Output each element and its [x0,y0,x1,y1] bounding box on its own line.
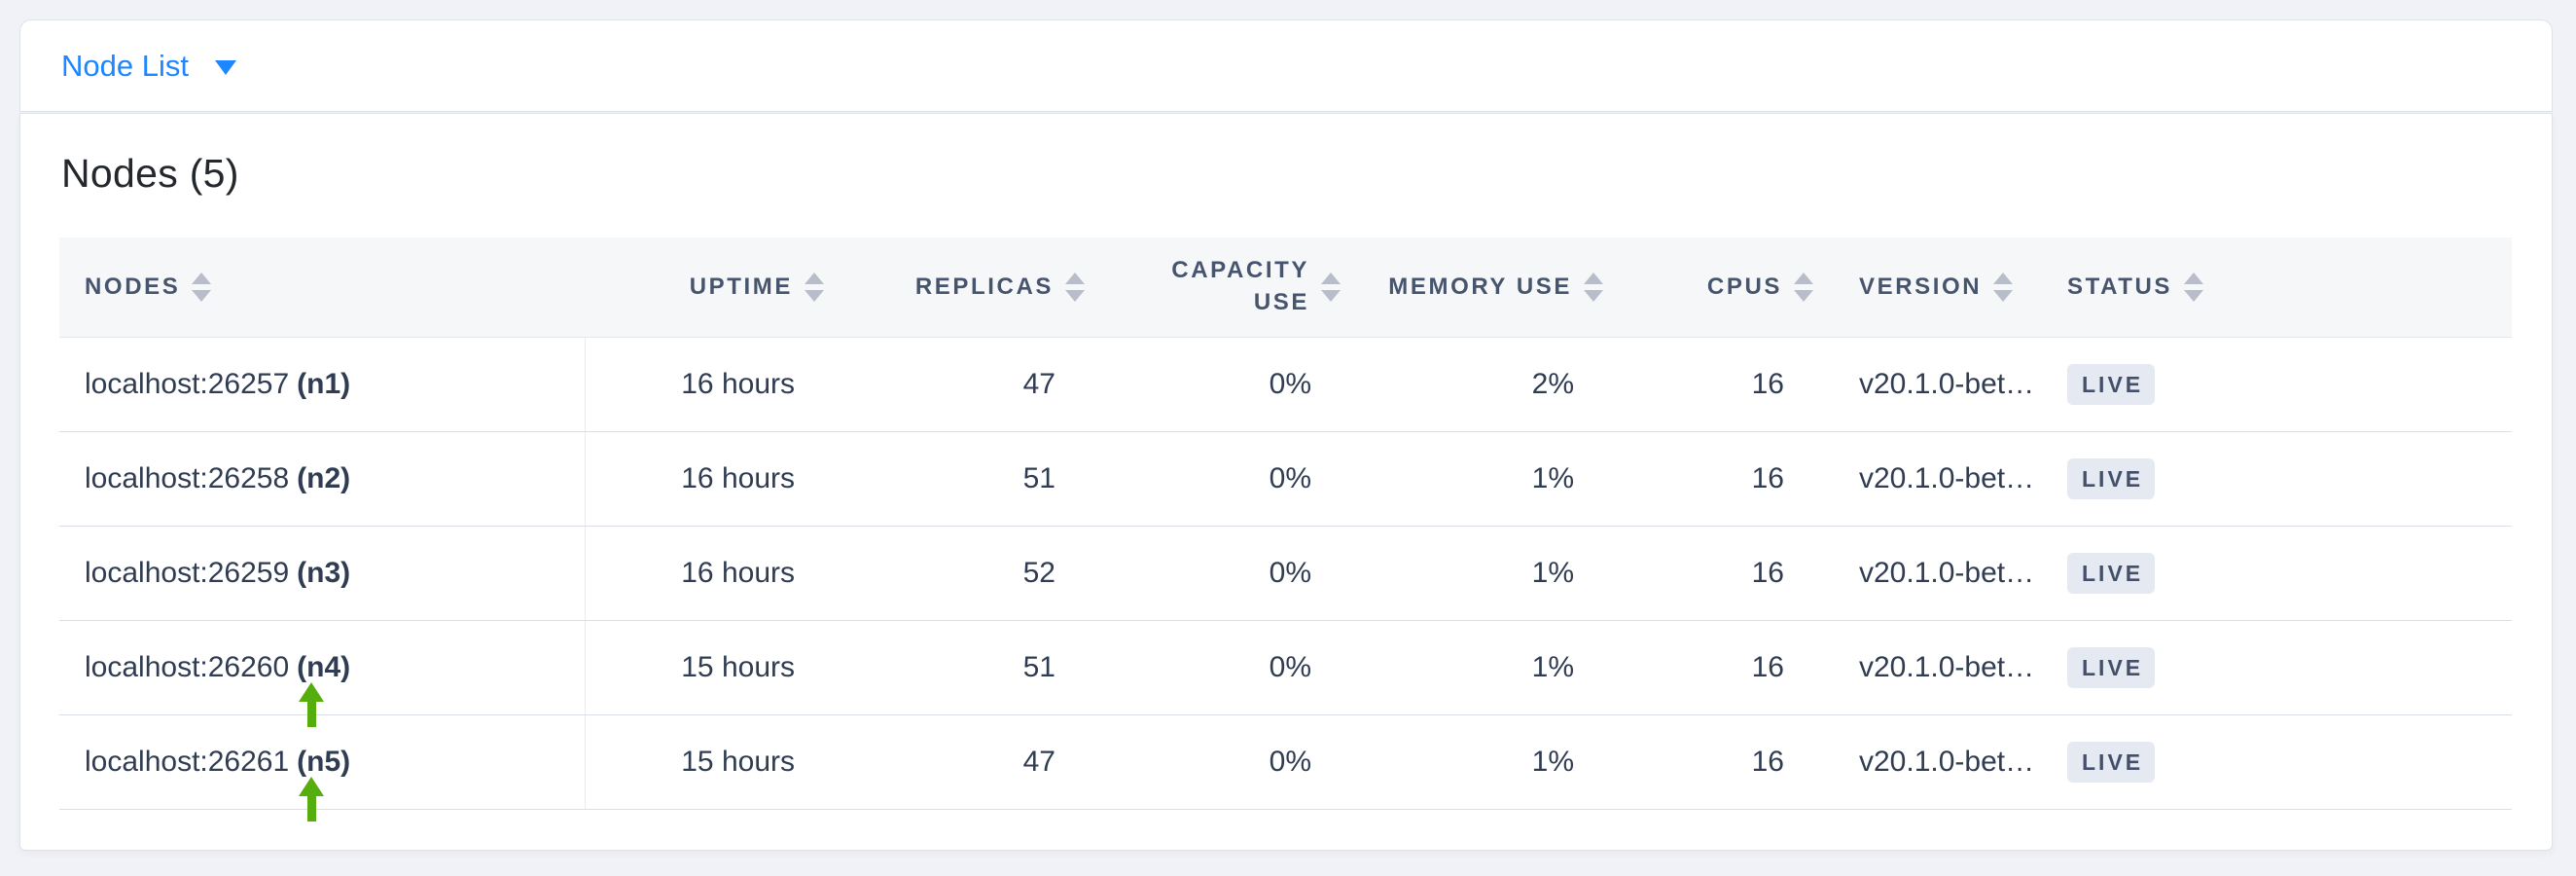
capacity-use-cell: 0% [1098,337,1354,432]
table-row[interactable]: localhost:26258 (n2) 16 hours 51 0% 1% 16… [59,431,2512,527]
memory-use-cell: 2% [1354,337,1617,432]
status-badge: LIVE [2067,363,2156,405]
memory-use-cell: 1% [1354,620,1617,715]
nodes-table: NODES UPTIME REPLICAS CAPACITY USE MEMORY US… [59,237,2512,821]
version-cell: v20.1.0-bet… [1827,526,2058,621]
version-cell: v20.1.0-bet… [1827,431,2058,527]
replicas-cell: 52 [838,526,1098,621]
column-label: CAPACITY USE [1171,257,1309,315]
capacity-use-cell: 0% [1098,714,1354,810]
column-header-memory_use[interactable]: MEMORY USE [1354,237,1617,338]
version-cell: v20.1.0-bet… [1827,714,2058,810]
status-cell: LIVE [2058,714,2512,810]
status-cell: LIVE [2058,431,2512,527]
node-list-dropdown-label: Node List [61,48,189,83]
node-address: localhost:26257 [85,367,290,400]
column-header-version[interactable]: VERSION [1827,237,2058,338]
nodes-cell[interactable]: localhost:26257 (n1) [59,337,586,432]
status-badge: LIVE [2067,457,2156,499]
column-label: NODES [85,273,181,300]
capacity-use-cell: 0% [1098,620,1354,715]
arrow-head [299,681,324,702]
nodes-card: Nodes (5) NODES UPTIME REPLICAS CAPACITY US… [19,113,2553,851]
replicas-cell: 47 [838,714,1098,810]
node-address: localhost:26260 [85,650,290,683]
arrow-stem [306,701,316,727]
memory-use-cell: 1% [1354,526,1617,621]
sort-icon[interactable] [1794,272,1813,302]
page-title: Nodes (5) [61,151,239,196]
nodes-cell[interactable]: localhost:26261 (n5) [59,714,586,821]
replicas-cell: 51 [838,431,1098,527]
sort-icon[interactable] [1065,272,1085,302]
node-id: (n1) [297,367,351,400]
cpus-cell: 16 [1617,526,1827,621]
status-badge: LIVE [2067,552,2156,594]
uptime-cell: 16 hours [585,526,838,621]
uptime-cell: 16 hours [585,431,838,527]
arrow-stem [306,795,316,821]
table-row[interactable]: localhost:26259 (n3) 16 hours 52 0% 1% 16… [59,526,2512,621]
table-row[interactable]: localhost:26260 (n4) 15 hours 51 0% 1% 16… [59,620,2512,727]
node-id: (n3) [297,556,351,589]
sort-icon[interactable] [1993,272,2014,302]
column-label: CPUS [1706,273,1782,300]
node-id: (n5) [297,745,351,778]
memory-use-cell: 1% [1354,431,1617,527]
table-row[interactable]: localhost:26257 (n1) 16 hours 47 0% 2% 16… [59,337,2512,432]
green-up-arrow-icon [299,776,324,821]
node-address: localhost:26261 [85,745,290,778]
cpus-cell: 16 [1617,714,1827,810]
cpus-cell: 16 [1617,337,1827,432]
sort-icon[interactable] [192,272,212,302]
column-header-capacity_use[interactable]: CAPACITY USE [1098,237,1354,338]
nodes-cell[interactable]: localhost:26258 (n2) [59,431,586,527]
capacity-use-cell: 0% [1098,431,1354,527]
version-cell: v20.1.0-bet… [1827,620,2058,715]
sort-icon[interactable] [1584,272,1603,302]
node-address: localhost:26259 [85,556,290,589]
replicas-cell: 47 [838,337,1098,432]
uptime-cell: 16 hours [585,337,838,432]
cpus-cell: 16 [1617,620,1827,715]
node-address: localhost:26258 [85,461,290,494]
status-cell: LIVE [2058,620,2512,715]
status-badge: LIVE [2067,646,2156,688]
status-badge: LIVE [2067,741,2156,783]
memory-use-cell: 1% [1354,714,1617,810]
column-label: MEMORY USE [1388,273,1572,300]
replicas-cell: 51 [838,620,1098,715]
column-header-uptime[interactable]: UPTIME [585,237,838,338]
status-cell: LIVE [2058,337,2512,432]
column-header-status[interactable]: STATUS [2058,237,2512,338]
column-header-nodes[interactable]: NODES [59,237,585,338]
column-label: UPTIME [689,273,793,300]
table-row[interactable]: localhost:26261 (n5) 15 hours 47 0% 1% 16… [59,714,2512,821]
table-header-row: NODES UPTIME REPLICAS CAPACITY USE MEMORY US… [59,237,2512,338]
uptime-cell: 15 hours [585,714,838,810]
node-id: (n4) [297,650,351,683]
uptime-cell: 15 hours [585,620,838,715]
column-label: REPLICAS [914,273,1054,300]
cpus-cell: 16 [1617,431,1827,527]
sort-icon[interactable] [2184,272,2204,302]
column-header-cpus[interactable]: CPUS [1617,237,1827,338]
sort-icon[interactable] [805,272,824,302]
status-cell: LIVE [2058,526,2512,621]
column-label: STATUS [2067,273,2173,300]
topbar: Node List [19,19,2553,112]
version-cell: v20.1.0-bet… [1827,337,2058,432]
nodes-cell[interactable]: localhost:26259 (n3) [59,526,586,621]
arrow-head [299,776,324,796]
column-header-replicas[interactable]: REPLICAS [838,237,1098,338]
nodes-cell[interactable]: localhost:26260 (n4) [59,620,586,727]
capacity-use-cell: 0% [1098,526,1354,621]
column-label: VERSION [1859,273,1983,300]
caret-down-icon [214,59,236,75]
node-list-dropdown[interactable]: Node List [61,49,236,84]
node-id: (n2) [297,461,351,494]
green-up-arrow-icon [299,681,324,727]
sort-icon[interactable] [1321,272,1341,302]
